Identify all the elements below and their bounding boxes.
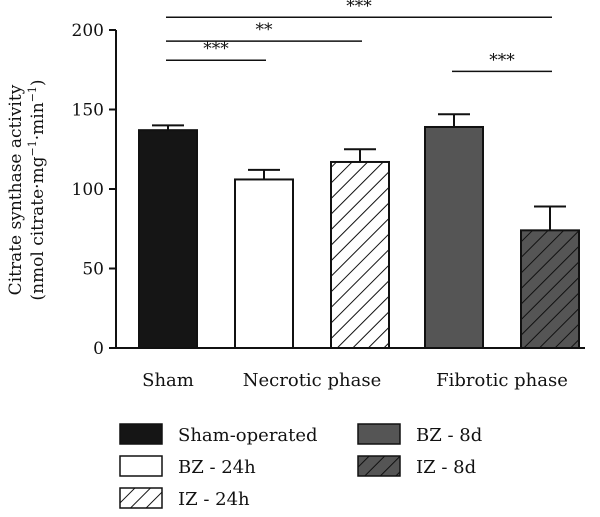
y-axis-label-line2: (nmol citrate·mg−1·min−1) bbox=[26, 79, 48, 300]
y-tick-label: 50 bbox=[82, 260, 104, 280]
y-tick-label: 100 bbox=[72, 180, 104, 200]
legend-swatch-3 bbox=[119, 487, 163, 509]
x-group-label-2: Necrotic phase bbox=[243, 370, 381, 391]
bar-4 bbox=[424, 125, 484, 349]
legend-label-5: IZ - 8d bbox=[416, 457, 476, 478]
legend-label-2: BZ - 24h bbox=[178, 457, 256, 478]
significance-label-3: *** bbox=[346, 0, 372, 16]
bar-3 bbox=[330, 160, 390, 349]
x-group-label-3: Fibrotic phase bbox=[436, 370, 568, 391]
legend-label-1: Sham-operated bbox=[178, 425, 318, 446]
significance-label-2: ** bbox=[256, 20, 274, 40]
plot-area: 0 50 100 150 200 Citrate synthase activity (nm… bbox=[6, 0, 585, 391]
y-tick-label: 200 bbox=[72, 21, 104, 41]
significance-label-4: *** bbox=[489, 50, 515, 70]
y-tick-label: 150 bbox=[72, 101, 104, 121]
legend: Sham-operated BZ - 24h IZ - 24h BZ - 8d IZ -… bbox=[119, 423, 482, 510]
bar-2 bbox=[234, 178, 294, 349]
bar-1 bbox=[138, 129, 198, 349]
x-group-label-1: Sham bbox=[142, 370, 194, 391]
legend-label-3: IZ - 24h bbox=[178, 489, 250, 510]
legend-swatch-2 bbox=[119, 455, 163, 477]
significance-label-1: *** bbox=[203, 39, 229, 59]
y-axis-label-line1: Citrate synthase activity bbox=[6, 84, 26, 295]
legend-swatch-4 bbox=[357, 423, 401, 445]
y-tick-label: 0 bbox=[93, 339, 104, 359]
legend-swatch-1 bbox=[119, 423, 163, 445]
legend-swatch-5 bbox=[357, 455, 401, 477]
bar-5 bbox=[520, 229, 580, 349]
legend-label-4: BZ - 8d bbox=[416, 425, 482, 446]
